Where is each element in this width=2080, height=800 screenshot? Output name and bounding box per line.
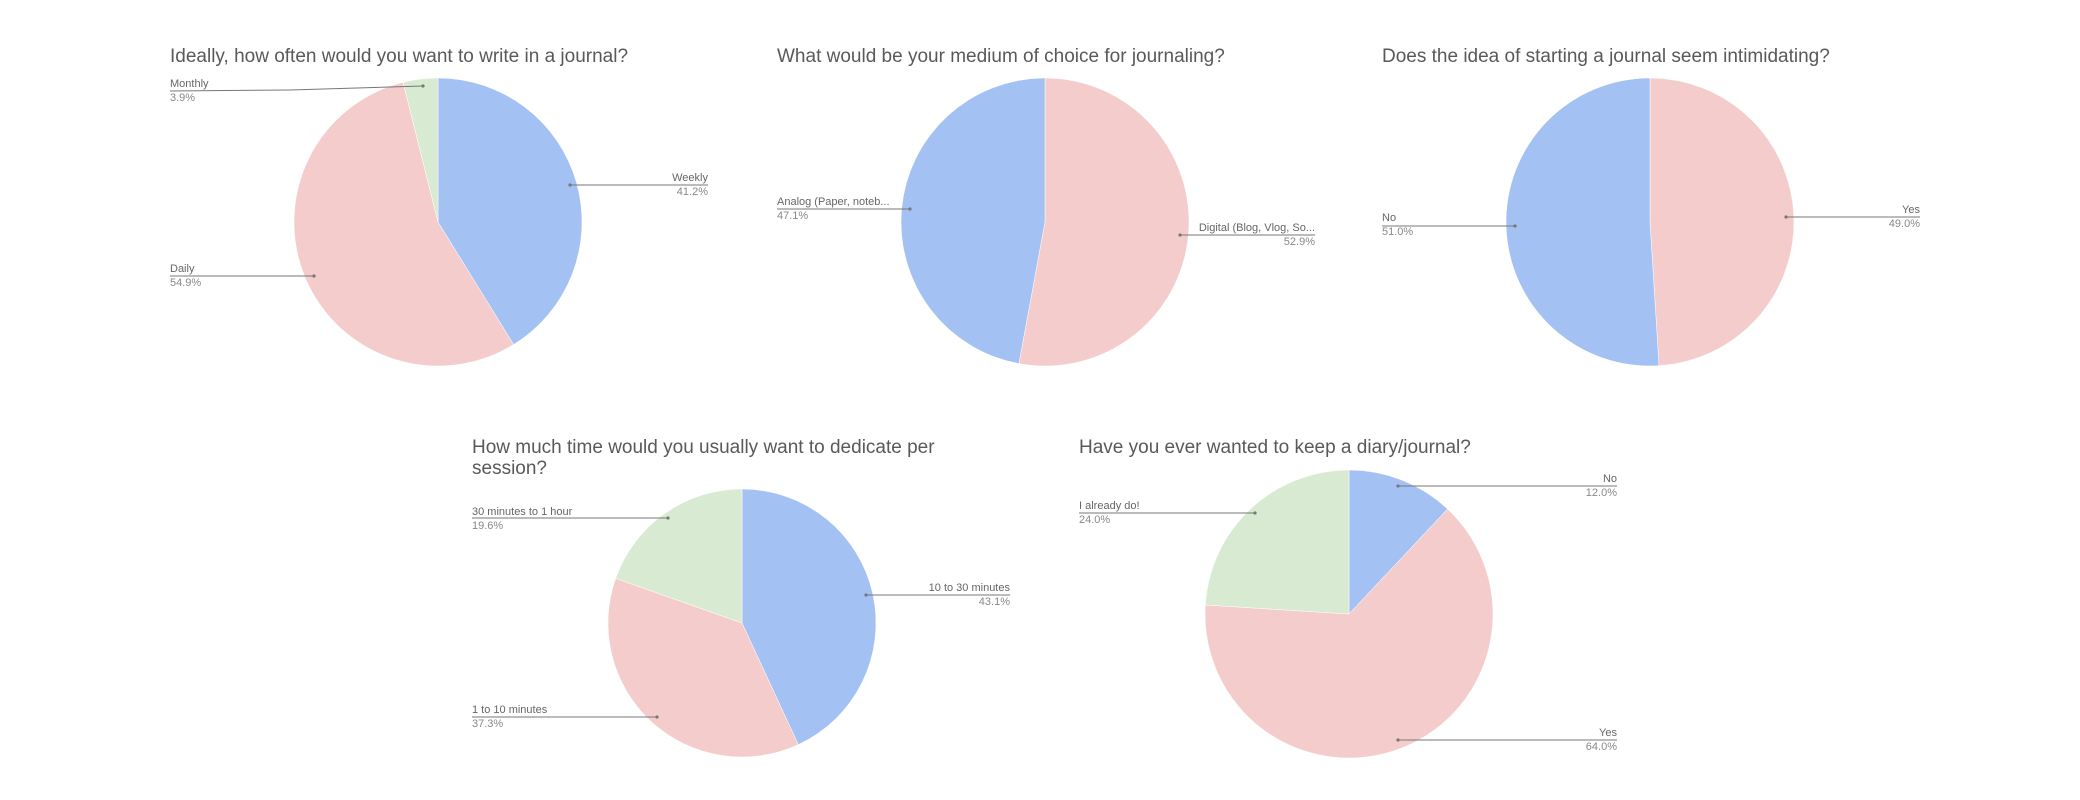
leader-dot xyxy=(568,183,572,187)
leader-dot xyxy=(421,84,425,88)
slice-label: Yes xyxy=(1599,727,1617,739)
leader-dot xyxy=(1396,484,1400,488)
slice-percentage: 54.9% xyxy=(170,277,201,289)
pie-slice-30-minutes-to-1-hour xyxy=(615,488,743,624)
slice-label: Weekly xyxy=(672,172,708,184)
slice-percentage: 43.1% xyxy=(979,596,1010,608)
leader-line xyxy=(169,85,424,92)
slice-percentage: 64.0% xyxy=(1586,741,1617,753)
slice-percentage: 19.6% xyxy=(472,520,503,532)
chart-title: Does the idea of starting a journal seem… xyxy=(1382,46,1830,67)
leader-dot xyxy=(908,207,912,211)
slice-label: 30 minutes to 1 hour xyxy=(472,506,573,518)
pie-slice-no xyxy=(1348,469,1448,615)
leader-dot xyxy=(1253,511,1257,515)
leader-dot xyxy=(1178,233,1182,237)
slice-label: I already do! xyxy=(1079,500,1140,512)
slice-label: Daily xyxy=(170,263,195,275)
slice-label: Digital (Blog, Vlog, So... xyxy=(1199,222,1315,234)
pie-slice-1-to-10-minutes xyxy=(607,578,799,758)
pie-slice-weekly xyxy=(437,77,583,345)
pie-slice-monthly xyxy=(402,77,439,223)
slice-label: 1 to 10 minutes xyxy=(472,704,548,716)
slice-percentage: 52.9% xyxy=(1284,236,1315,248)
leader-dot xyxy=(655,715,659,719)
leader-dot xyxy=(312,274,316,278)
slice-label: Yes xyxy=(1902,204,1920,216)
slice-label: No xyxy=(1603,473,1617,485)
chart-title: Ideally, how often would you want to wri… xyxy=(170,46,629,67)
pie-slice-i-already-do xyxy=(1205,469,1350,615)
leader-dot xyxy=(1396,738,1400,742)
leader-dot xyxy=(1784,215,1788,219)
slice-percentage: 24.0% xyxy=(1079,514,1110,526)
chart-title: Have you ever wanted to keep a diary/jou… xyxy=(1079,437,1471,458)
pie-slice-no xyxy=(1505,77,1660,367)
leader-dot xyxy=(864,593,868,597)
slice-percentage: 37.3% xyxy=(472,718,503,730)
pie-slice-10-to-30-minutes xyxy=(741,488,877,745)
pie-slice-yes xyxy=(1204,508,1494,759)
slice-percentage: 12.0% xyxy=(1586,487,1617,499)
slice-percentage: 3.9% xyxy=(170,92,195,104)
chart-title: What would be your medium of choice for … xyxy=(777,46,1225,67)
pie-slice-daily xyxy=(293,81,514,367)
slice-label: No xyxy=(1382,212,1396,224)
chart-title: How much time would you usually want to … xyxy=(472,437,935,479)
slice-percentage: 51.0% xyxy=(1382,226,1413,238)
leader-dot xyxy=(1513,224,1517,228)
slice-label: Monthly xyxy=(170,78,209,90)
slice-percentage: 47.1% xyxy=(777,210,808,222)
slice-percentage: 49.0% xyxy=(1889,218,1920,230)
slice-label: Analog (Paper, noteb... xyxy=(777,196,890,208)
slice-percentage: 41.2% xyxy=(677,186,708,198)
leader-dot xyxy=(666,516,670,520)
slice-label: 10 to 30 minutes xyxy=(929,582,1011,594)
